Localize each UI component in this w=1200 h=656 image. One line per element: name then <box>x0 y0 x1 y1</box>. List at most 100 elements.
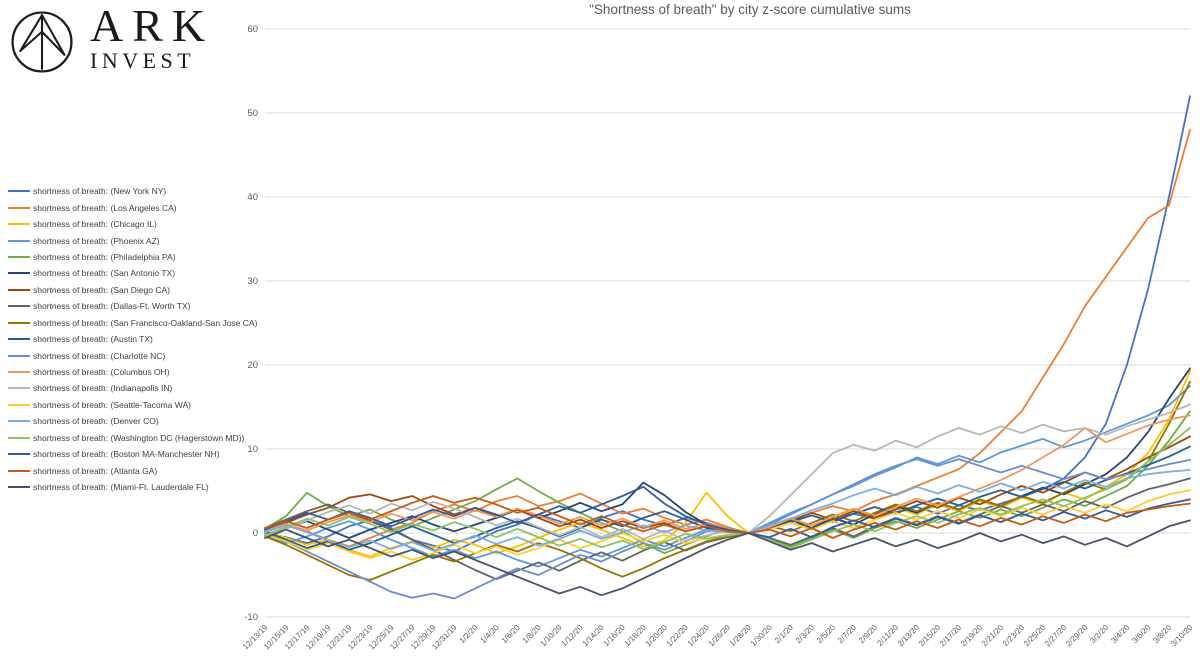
legend-swatch-icon <box>8 420 30 423</box>
legend-item: shortness of breath: (Atlanta GA) <box>8 462 258 478</box>
legend-swatch-icon <box>8 371 30 374</box>
legend-label: shortness of breath: (Indianapolis IN) <box>33 383 173 394</box>
x-axis-tick-label: 1/4/20 <box>479 623 501 645</box>
x-axis-tick-label: 1/6/20 <box>500 623 522 645</box>
legend-label: shortness of breath: (San Antonio TX) <box>33 268 176 279</box>
legend-item: shortness of breath: (Indianapolis IN) <box>8 380 258 396</box>
legend-label: shortness of breath: (Denver CO) <box>33 416 159 427</box>
legend-swatch-icon <box>8 288 30 291</box>
x-axis-tick-label: 1/24/20 <box>686 623 712 649</box>
x-axis-tick-label: 2/23/20 <box>1001 623 1027 649</box>
legend-swatch-icon <box>8 403 30 406</box>
legend-label: shortness of breath: (Dallas-Ft. Worth T… <box>33 301 191 312</box>
legend-label: shortness of breath: (Boston MA-Manchest… <box>33 449 220 460</box>
y-axis-tick-label: 50 <box>247 108 258 119</box>
legend-swatch-icon <box>8 190 30 193</box>
legend-swatch-icon <box>8 239 30 242</box>
legend-swatch-icon <box>8 469 30 472</box>
legend-item: shortness of breath: (New York NY) <box>8 183 258 199</box>
x-axis-tick-label: 2/19/20 <box>959 623 985 649</box>
x-axis-tick-label: 1/12/20 <box>560 623 586 649</box>
x-axis-tick-label: 1/2/20 <box>458 623 480 645</box>
x-axis-tick-label: 3/4/20 <box>1109 623 1131 645</box>
y-axis-tick-label: 0 <box>253 528 258 539</box>
legend-swatch-icon <box>8 486 30 489</box>
y-axis-tick-label: 10 <box>247 444 258 455</box>
series-line-indianapolis-in <box>264 403 1191 542</box>
legend-label: shortness of breath: (Seattle-Tacoma WA) <box>33 399 191 410</box>
ark-emblem-icon <box>11 11 73 73</box>
x-axis-tick-label: 2/27/20 <box>1043 623 1069 649</box>
legend-item: shortness of breath: (Phoenix AZ) <box>8 232 258 248</box>
legend-label: shortness of breath: (San Diego CA) <box>33 284 171 295</box>
x-axis-tick-label: 2/17/20 <box>938 623 964 649</box>
legend-label: shortness of breath: (Columbus OH) <box>33 367 170 378</box>
legend-item: shortness of breath: (Columbus OH) <box>8 364 258 380</box>
legend-label: shortness of breath: (Chicago IL) <box>33 219 157 230</box>
x-axis-tick-label: 2/29/20 <box>1064 623 1090 649</box>
legend-item: shortness of breath: (San Diego CA) <box>8 282 258 298</box>
series-line-miami-ft-lauderdale-fl <box>264 519 1191 597</box>
legend-item: shortness of breath: (Washington DC (Hag… <box>8 430 258 446</box>
y-axis-tick-label: 30 <box>247 276 258 287</box>
x-axis-tick-label: 1/14/20 <box>581 623 607 649</box>
x-axis-tick-label: 2/13/20 <box>896 623 922 649</box>
x-axis-tick-label: 2/7/20 <box>836 623 858 645</box>
series-line-washington-dc-hagerstown-md- <box>264 427 1191 550</box>
legend-swatch-icon <box>8 255 30 258</box>
legend-label: shortness of breath: (Phoenix AZ) <box>33 235 160 246</box>
x-axis-tick-label: 2/5/20 <box>815 623 837 645</box>
legend-label: shortness of breath: (Austin TX) <box>33 334 153 345</box>
x-axis-tick-label: 3/6/20 <box>1130 623 1152 645</box>
series-line-san-francisco-oakland-san-jose-ca <box>264 380 1191 581</box>
x-axis-tick-label: 2/25/20 <box>1022 623 1048 649</box>
x-axis-tick-label: 1/10/20 <box>538 623 564 649</box>
legend-label: shortness of breath: (Miami-Ft. Lauderda… <box>33 482 209 493</box>
brand-line-ark: ARK <box>90 0 215 51</box>
y-axis-tick-label: 40 <box>247 192 258 203</box>
legend-swatch-icon <box>8 321 30 324</box>
legend-item: shortness of breath: (Chicago IL) <box>8 216 258 232</box>
legend-swatch-icon <box>8 387 30 390</box>
x-axis-tick-label: 1/18/20 <box>623 623 649 649</box>
legend-label: shortness of breath: (Los Angeles CA) <box>33 202 177 213</box>
legend-item: shortness of breath: (Austin TX) <box>8 331 258 347</box>
legend-item: shortness of breath: (Dallas-Ft. Worth T… <box>8 298 258 314</box>
legend-swatch-icon <box>8 305 30 308</box>
legend-label: shortness of breath: (Atlanta GA) <box>33 465 158 476</box>
x-axis-tick-label: 1/30/20 <box>749 623 775 649</box>
y-axis-tick-label: 60 <box>247 24 258 35</box>
x-axis-tick-label: 1/22/20 <box>665 623 691 649</box>
x-axis-tick-label: 3/10/20 <box>1169 623 1195 649</box>
legend-swatch-icon <box>8 206 30 209</box>
legend-item: shortness of breath: (Charlotte NC) <box>8 347 258 363</box>
legend-item: shortness of breath: (Boston MA-Manchest… <box>8 446 258 462</box>
legend-label: shortness of breath: (Philadelphia PA) <box>33 251 176 262</box>
brand-line-invest: INVEST <box>90 48 196 73</box>
legend-swatch-icon <box>8 436 30 439</box>
legend-item: shortness of breath: (San Francisco-Oakl… <box>8 315 258 331</box>
series-line-new-york-ny <box>264 95 1191 553</box>
x-axis-tick-label: 1/28/20 <box>728 623 754 649</box>
y-axis-tick-label: 20 <box>247 360 258 371</box>
legend-item: shortness of breath: (Denver CO) <box>8 413 258 429</box>
legend-item: shortness of breath: (Seattle-Tacoma WA) <box>8 397 258 413</box>
legend-item: shortness of breath: (San Antonio TX) <box>8 265 258 281</box>
legend-item: shortness of breath: (Philadelphia PA) <box>8 249 258 265</box>
ark-logo: ARK INVEST <box>10 0 215 74</box>
series-line-atlanta-ga <box>264 495 1191 539</box>
x-axis-tick-label: 2/1/20 <box>773 623 795 645</box>
legend-item: shortness of breath: (Miami-Ft. Lauderda… <box>8 479 258 495</box>
brand-text: ARK INVEST <box>90 0 215 73</box>
y-axis-tick-label: -10 <box>244 612 258 623</box>
legend-item: shortness of breath: (Los Angeles CA) <box>8 199 258 215</box>
x-axis-tick-label: 3/2/20 <box>1088 623 1110 645</box>
legend-label: shortness of breath: (Washington DC (Hag… <box>33 432 245 443</box>
legend-label: shortness of breath: (New York NY) <box>33 186 167 197</box>
x-axis-tick-label: 2/15/20 <box>917 623 943 649</box>
chart-title: "Shortness of breath" by city z-score cu… <box>589 2 911 17</box>
legend-swatch-icon <box>8 338 30 341</box>
legend-label: shortness of breath: (Charlotte NC) <box>33 350 166 361</box>
